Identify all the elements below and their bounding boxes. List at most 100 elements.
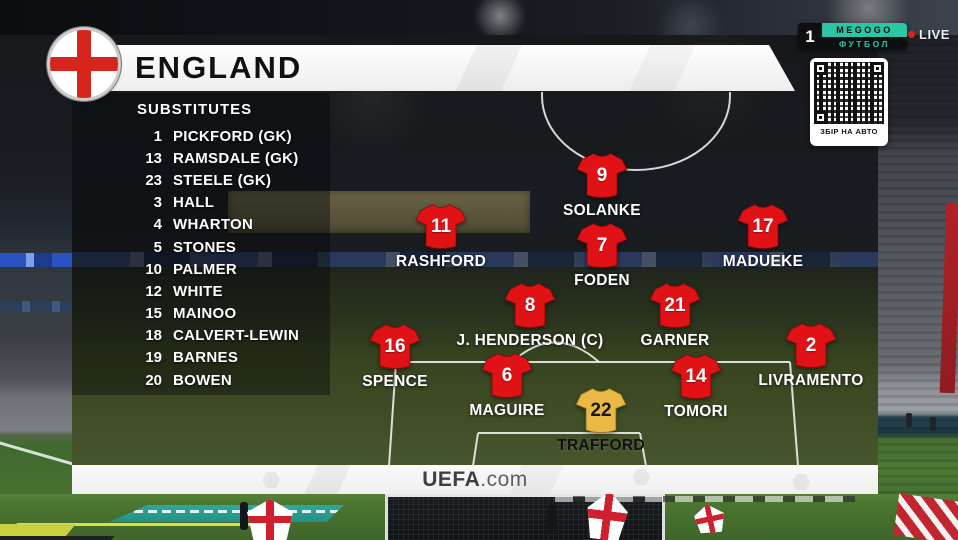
team-header-bar: ENGLAND [62, 45, 795, 91]
substitutes-title: SUBSTITUTES [137, 101, 253, 118]
substitute-name: STEELE (GK) [173, 171, 272, 189]
led-ad-board [0, 253, 72, 267]
substitute-number: 13 [145, 149, 162, 167]
shirt-icon: 21 [648, 282, 702, 330]
substitute-row: 15 MAINOO [88, 303, 299, 325]
shirt-icon: 8 [503, 282, 557, 330]
person-figure [240, 502, 248, 530]
qr-finder-icon [814, 111, 827, 124]
player-name: MADUEKE [722, 253, 804, 270]
substitute-number: 20 [145, 371, 162, 389]
shirt-number: 7 [596, 235, 608, 256]
substitute-row: 1 PICKFORD (GK) [88, 125, 299, 147]
shirt-icon: 6 [480, 352, 534, 400]
player-name: FODEN [574, 272, 630, 289]
overlay-tint [72, 35, 878, 465]
substitute-number: 4 [153, 216, 162, 234]
stadium-left-stand [0, 35, 99, 494]
substitute-row: 19 BARNES [88, 347, 299, 369]
shirt-number: 6 [501, 365, 513, 386]
player-name: SOLANKE [563, 202, 641, 219]
substitutes-panel-shade [72, 93, 330, 395]
shirt-icon: 7 [575, 222, 629, 270]
england-flag-icon [50, 30, 118, 98]
shirt-number: 22 [590, 400, 612, 421]
substitute-number: 1 [153, 127, 162, 145]
substitute-number: 23 [145, 171, 162, 189]
live-label: LIVE [919, 27, 950, 42]
qr-caption: ЗБІР НА АВТО [820, 127, 878, 136]
pitchside-shadow [0, 536, 115, 540]
person-figure [930, 417, 936, 431]
shirt-number: 21 [664, 295, 686, 316]
team-name-title: ENGLAND [135, 50, 303, 85]
shirt-number: 8 [524, 295, 536, 316]
substitute-name: BARNES [173, 349, 239, 367]
shirt-number: 2 [805, 335, 817, 356]
substitute-row: 12 WHITE [88, 280, 299, 302]
substitute-row: 10 PALMER [88, 258, 299, 280]
substitute-name: WHARTON [173, 216, 254, 234]
red-banner [939, 202, 958, 394]
uefa-com-text: .com [480, 467, 528, 491]
substitute-name: MAINOO [173, 305, 237, 323]
stadium-screen [228, 191, 530, 233]
substitute-name: PALMER [173, 260, 238, 278]
person-figure [906, 413, 912, 427]
substitute-row: 3 HALL [88, 192, 299, 214]
player-name: SPENCE [362, 373, 428, 390]
substitute-number: 10 [145, 260, 162, 278]
shirt-number: 11 [430, 216, 452, 237]
qr-card: ЗБІР НА АВТО [810, 58, 888, 146]
substitute-row: 20 BOWEN [88, 369, 299, 391]
player-name: GARNER [640, 332, 710, 349]
striped-flag [893, 493, 958, 540]
substitute-number: 15 [145, 305, 162, 323]
uefa-bold-text: UEFA [422, 467, 481, 491]
led-ad-board [72, 252, 878, 267]
player-name: RASHFORD [395, 253, 487, 270]
channel-name-text: ФУТБОЛ [822, 37, 907, 50]
substitute-number: 12 [145, 282, 162, 300]
live-indicator: LIVE [908, 27, 950, 42]
qr-finder-icon [871, 62, 884, 75]
substitute-name: PICKFORD (GK) [173, 127, 292, 145]
substitute-number: 18 [145, 327, 162, 345]
live-dot-icon [908, 31, 915, 38]
shirt-number: 9 [596, 165, 608, 186]
flag-cross-horizontal [50, 57, 118, 71]
qr-code [814, 62, 884, 124]
substitute-row: 23 STEELE (GK) [88, 169, 299, 191]
shirt-icon: 17 [736, 203, 790, 251]
england-flag [692, 501, 728, 537]
shirt-number: 17 [752, 216, 774, 237]
megogo-brand-text: MEGOGO [822, 23, 907, 37]
hexagon-watermark [262, 472, 280, 488]
substitute-name: STONES [173, 238, 237, 256]
substitute-name: RAMSDALE (GK) [173, 149, 299, 167]
player-name: LIVRAMENTO [758, 372, 864, 389]
person-figure [548, 504, 556, 532]
shirt-icon: 2 [784, 322, 838, 370]
shirt-icon: 16 [368, 323, 422, 371]
pitchside-strip [0, 494, 958, 540]
uefa-com-logo: UEFA.com [422, 468, 528, 492]
ad-board-segments [555, 496, 855, 502]
substitute-number: 19 [145, 349, 162, 367]
channel-number: 1 [798, 23, 822, 50]
hexagon-watermark [632, 469, 650, 485]
led-ad-board [0, 301, 72, 312]
hexagon-watermark [792, 474, 810, 490]
qr-finder-icon [814, 62, 827, 75]
shirt-icon: 9 [575, 152, 629, 200]
shirt-icon: 11 [414, 203, 468, 251]
substitute-row: 18 CALVERT-LEWIN [88, 325, 299, 347]
substitute-row: 13 RAMSDALE (GK) [88, 147, 299, 169]
substitute-name: CALVERT-LEWIN [173, 327, 300, 345]
megogo-channel-logo: 1 MEGOGO ФУТБОЛ [798, 23, 907, 50]
substitute-row: 4 WHARTON [88, 214, 299, 236]
substitutes-list: SUBSTITUTES 1 PICKFORD (GK) 13 RAMSDALE (G… [88, 101, 299, 391]
shirt-number: 16 [384, 336, 406, 357]
substitute-name: WHITE [173, 282, 223, 300]
